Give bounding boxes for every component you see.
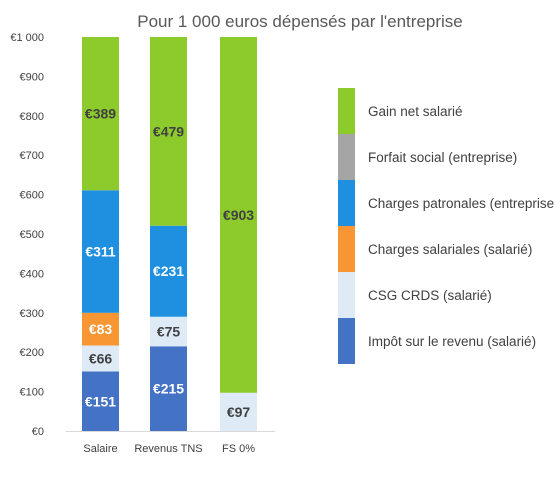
legend-label: Charges patronales (entreprise)	[368, 196, 554, 211]
y-tick-label: €200	[20, 347, 44, 359]
legend-swatch	[338, 318, 355, 364]
data-label: €97	[227, 404, 251, 420]
data-label: €479	[153, 123, 184, 139]
y-tick-label: €0	[32, 426, 44, 438]
data-label: €389	[85, 106, 116, 122]
y-tick-label: €100	[20, 387, 44, 399]
legend-swatch	[338, 180, 355, 226]
bars: €151 €66 €83 €311 €389 €215 €75 €231 €479 €97 €903	[82, 37, 257, 431]
legend-swatch	[338, 88, 355, 134]
legend-label: Gain net salarié	[368, 104, 463, 119]
category-label: Salaire	[83, 443, 117, 455]
bar-segment	[220, 37, 257, 393]
chart-title: Pour 1 000 euros dépensés par l'entrepri…	[137, 12, 463, 31]
y-tick-label: €900	[20, 71, 44, 83]
legend-label: Charges salariales (salarié)	[368, 242, 532, 257]
data-label: €151	[85, 393, 116, 409]
y-tick-label: €700	[20, 150, 44, 162]
y-tick-label: €400	[20, 268, 44, 280]
legend-swatch	[338, 226, 355, 272]
legend-label: Impôt sur le revenu (salarié)	[368, 334, 536, 349]
bar-segment	[82, 37, 119, 191]
x-axis: Salaire Revenus TNS FS 0%	[66, 431, 275, 455]
data-label: €66	[89, 351, 113, 367]
y-axis: €0 €100 €200 €300 €400 €500 €600 €700 €800 €900 €1…	[10, 32, 44, 438]
bar-segment	[150, 316, 187, 347]
data-label: €903	[223, 207, 254, 223]
bar-segment	[82, 190, 119, 313]
bar-segment	[220, 392, 257, 431]
bar-segment	[82, 371, 119, 431]
data-label: €83	[89, 321, 113, 337]
legend-swatch	[338, 134, 355, 180]
bar-segment	[82, 345, 119, 372]
category-label: FS 0%	[222, 443, 255, 455]
y-tick-label: €1 000	[10, 32, 44, 44]
y-tick-label: €800	[20, 111, 44, 123]
data-label: €75	[157, 324, 181, 340]
data-label: €215	[153, 381, 184, 397]
y-tick-label: €600	[20, 190, 44, 202]
data-label: €231	[153, 263, 184, 279]
bar-segment	[82, 312, 119, 346]
bar-segment	[150, 37, 187, 226]
legend-swatch	[338, 272, 355, 318]
y-tick-label: €500	[20, 229, 44, 241]
data-label: €311	[85, 244, 116, 260]
legend: Gain net salarié Forfait social (entrepri…	[338, 88, 554, 364]
legend-label: CSG CRDS (salarié)	[368, 288, 492, 303]
category-label: Revenus TNS	[134, 443, 202, 455]
bar-segment	[150, 225, 187, 317]
bar-segment	[150, 346, 187, 431]
y-tick-label: €300	[20, 308, 44, 320]
legend-label: Forfait social (entreprise)	[368, 150, 517, 165]
